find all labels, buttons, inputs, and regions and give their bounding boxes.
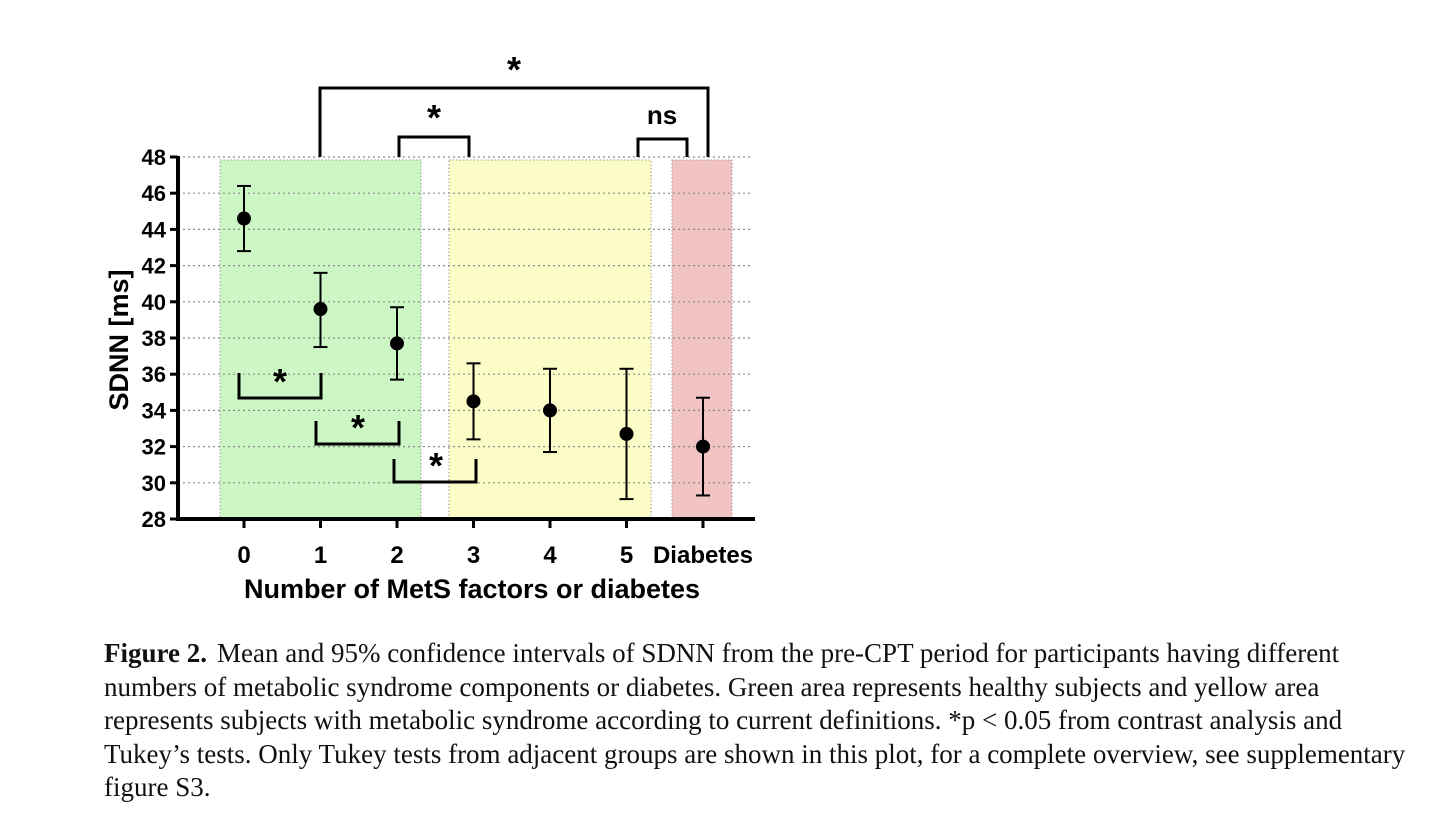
significance-brackets: * * ns * * * bbox=[237, 49, 710, 486]
data-point-2 bbox=[390, 336, 404, 351]
y-tick-label-42: 42 bbox=[142, 254, 166, 279]
y-tick-label-32: 32 bbox=[142, 435, 166, 460]
data-point-1 bbox=[313, 302, 328, 317]
data-point-4 bbox=[543, 403, 557, 418]
x-tick-label-5: 5 bbox=[620, 542, 633, 569]
bracket-pair-0-1 bbox=[237, 373, 323, 400]
bracket-top-right bbox=[636, 137, 689, 157]
bracket-top-right-label: ns bbox=[647, 100, 677, 130]
x-tick-label-4: 4 bbox=[543, 542, 557, 569]
y-axis-label: SDNN [ms] bbox=[104, 269, 134, 410]
caption-text: Mean and 95% confidence intervals of SDN… bbox=[104, 638, 1406, 802]
bracket-top-outer-label: * bbox=[507, 49, 521, 90]
x-axis-label: Number of MetS factors or diabetes bbox=[244, 574, 700, 604]
y-tick-label-44: 44 bbox=[142, 217, 167, 242]
y-tick-label-30: 30 bbox=[142, 471, 166, 496]
y-tick-label-46: 46 bbox=[142, 181, 166, 206]
y-tick-label-28: 28 bbox=[142, 507, 166, 532]
figure-caption: Figure 2. Mean and 95% confidence interva… bbox=[104, 637, 1424, 805]
y-tick-label-36: 36 bbox=[142, 362, 166, 387]
y-tick-label-48: 48 bbox=[142, 145, 166, 170]
shaded-region-1 bbox=[448, 159, 652, 520]
bracket-pair-0-1-label: * bbox=[273, 361, 287, 402]
bracket-pair-2-3 bbox=[392, 459, 478, 484]
bracket-top-middle bbox=[397, 135, 471, 157]
data-point-5 bbox=[619, 426, 634, 441]
data-point-3 bbox=[466, 394, 481, 409]
data-marks bbox=[237, 184, 710, 501]
bracket-top-middle-label: * bbox=[427, 97, 441, 138]
grid-lines bbox=[178, 156, 752, 484]
y-tick-label-38: 38 bbox=[142, 326, 166, 351]
data-point-0 bbox=[237, 211, 251, 226]
x-tick-label-2: 2 bbox=[390, 542, 403, 569]
x-tick-label-Diabetes: Diabetes bbox=[653, 542, 753, 569]
x-tick-label-3: 3 bbox=[467, 542, 480, 569]
caption-label: Figure 2. bbox=[104, 638, 207, 668]
bracket-pair-1-2-label: * bbox=[351, 407, 365, 448]
bracket-top-outer bbox=[318, 86, 710, 157]
x-tick-label-1: 1 bbox=[314, 542, 327, 569]
bracket-pair-2-3-label: * bbox=[429, 445, 443, 486]
shaded-regions bbox=[219, 159, 733, 520]
bracket-pair-1-2 bbox=[314, 421, 401, 446]
data-point-Diabetes bbox=[696, 439, 710, 454]
y-tick-label-40: 40 bbox=[142, 290, 166, 315]
y-tick-label-34: 34 bbox=[142, 398, 167, 423]
x-tick-label-0: 0 bbox=[237, 542, 250, 569]
